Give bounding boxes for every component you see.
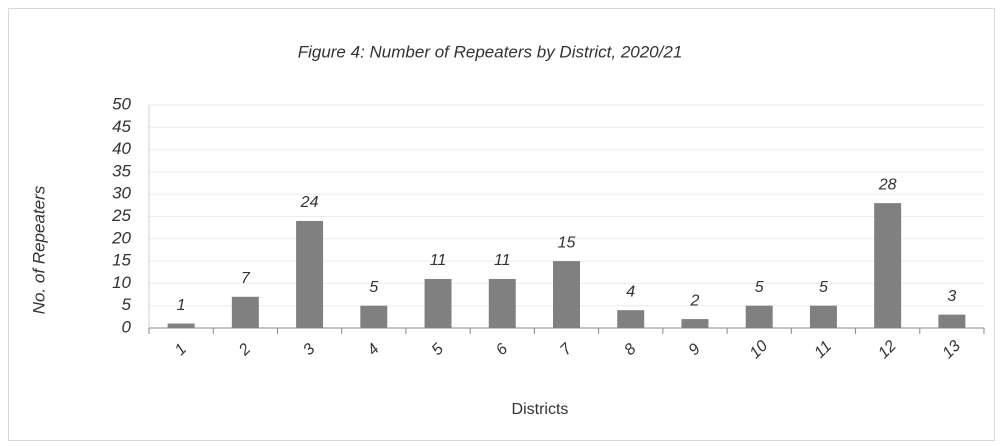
bar <box>553 261 580 328</box>
y-tick-label: 40 <box>112 139 131 158</box>
y-tick-label: 5 <box>122 295 132 314</box>
data-label: 5 <box>369 279 378 296</box>
bar <box>424 278 452 328</box>
y-tick-label: 30 <box>112 184 131 203</box>
bar <box>360 305 388 328</box>
data-label: 11 <box>494 252 511 269</box>
data-label: 5 <box>819 279 828 296</box>
data-label: 5 <box>755 279 764 296</box>
y-tick-label: 15 <box>112 251 131 270</box>
data-label: 7 <box>241 270 251 287</box>
data-label: 24 <box>300 194 319 211</box>
bar <box>231 296 259 328</box>
chart-border <box>8 8 995 441</box>
x-axis-label: Districts <box>512 401 569 418</box>
data-label: 3 <box>947 288 956 305</box>
y-tick-label: 35 <box>112 161 131 180</box>
bar <box>809 305 837 328</box>
bar <box>938 314 966 328</box>
y-tick-label: 10 <box>112 273 131 292</box>
y-axis-label: No. of Repeaters <box>29 185 48 314</box>
y-tick-label: 45 <box>112 117 131 136</box>
bar <box>874 203 902 328</box>
y-tick-label: 50 <box>112 94 131 113</box>
bar <box>681 319 709 328</box>
bar <box>745 305 773 328</box>
data-label: 2 <box>690 292 700 309</box>
y-tick-label: 0 <box>122 317 132 336</box>
data-label: 15 <box>558 234 576 251</box>
data-label: 4 <box>626 283 635 300</box>
y-tick-label: 20 <box>111 228 131 247</box>
y-tick-label: 25 <box>111 206 131 225</box>
data-label: 28 <box>878 176 897 193</box>
chart-title: Figure 4: Number of Repeaters by Distric… <box>298 42 683 61</box>
bar <box>167 323 195 328</box>
bar <box>488 278 516 328</box>
bar <box>617 310 645 328</box>
bar <box>296 220 324 328</box>
data-label: 1 <box>177 297 186 314</box>
data-label: 11 <box>430 252 447 269</box>
